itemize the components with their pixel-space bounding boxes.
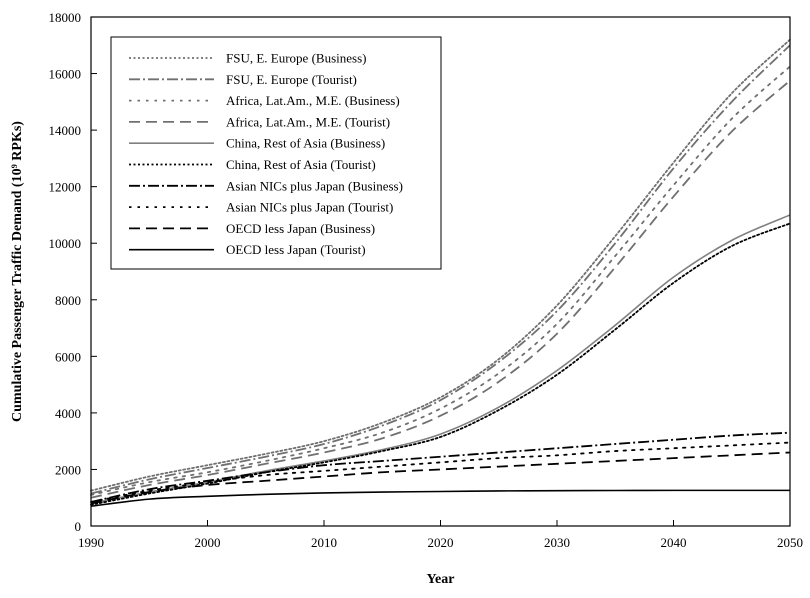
- x-tick-label: 2040: [661, 535, 687, 550]
- x-axis-title: Year: [427, 572, 455, 587]
- x-tick-label: 2000: [195, 535, 221, 550]
- series-line-oecd-less-japan-business: [90, 451, 791, 505]
- legend-label: FSU, E. Europe (Tourist): [226, 72, 357, 87]
- x-tick-label: 2030: [544, 535, 570, 550]
- y-axis-title: Cumulative Passenger Traffic Demand (10⁹…: [10, 121, 25, 422]
- legend-label: China, Rest of Asia (Business): [226, 136, 385, 151]
- series-line-fsu-e-europe-tourist: [90, 44, 791, 495]
- legend-label: Africa, Lat.Am., M.E. (Business): [226, 93, 400, 108]
- y-tick-label: 16000: [49, 67, 82, 82]
- x-tick-label: 2010: [311, 535, 337, 550]
- series-line-oecd-less-japan-tourist: [90, 489, 790, 508]
- y-tick-label: 8000: [55, 293, 81, 308]
- legend-label: Asian NICs plus Japan (Business): [226, 178, 403, 193]
- legend-label: OECD less Japan (Business): [226, 221, 375, 236]
- y-tick-label: 10000: [49, 236, 82, 251]
- x-tick-label: 1990: [78, 535, 104, 550]
- legend: FSU, E. Europe (Business) FSU, E. Europe …: [110, 36, 442, 270]
- legend-label: China, Rest of Asia (Tourist): [226, 157, 376, 172]
- y-tick-label: 2000: [55, 462, 81, 477]
- y-tick-label: 4000: [55, 406, 81, 421]
- legend-label: OECD less Japan (Tourist): [226, 242, 366, 257]
- legend-label: Africa, Lat.Am., M.E. (Tourist): [226, 114, 390, 129]
- y-tick-label: 0: [75, 519, 82, 534]
- legend-label: FSU, E. Europe (Business): [226, 51, 366, 66]
- y-tick-label: 12000: [49, 180, 82, 195]
- y-tick-label: 14000: [49, 123, 82, 138]
- x-tick-label: 2050: [777, 535, 803, 550]
- y-tick-label: 6000: [55, 349, 81, 364]
- series-line-africa-lat-am-m-e-business: [90, 65, 791, 496]
- legend-box: [110, 36, 442, 270]
- chart-marks: [90, 38, 791, 508]
- series-line-asian-nics-plus-japan-tourist: [90, 441, 791, 503]
- series-line-africa-lat-am-m-e-tourist: [90, 79, 791, 499]
- series-line-china-rest-of-asia-tourist: [90, 222, 791, 506]
- y-tick-label: 18000: [49, 10, 82, 25]
- axis-ticks: 1990 2000 2010 2020 2030 2040 2050 0 2000 4000 600…: [49, 10, 804, 550]
- series-line-fsu-e-europe-business: [90, 38, 791, 492]
- x-tick-label: 2020: [428, 535, 454, 550]
- legend-label: Asian NICs plus Japan (Tourist): [226, 200, 393, 215]
- series-line-asian-nics-plus-japan-business: [90, 431, 791, 503]
